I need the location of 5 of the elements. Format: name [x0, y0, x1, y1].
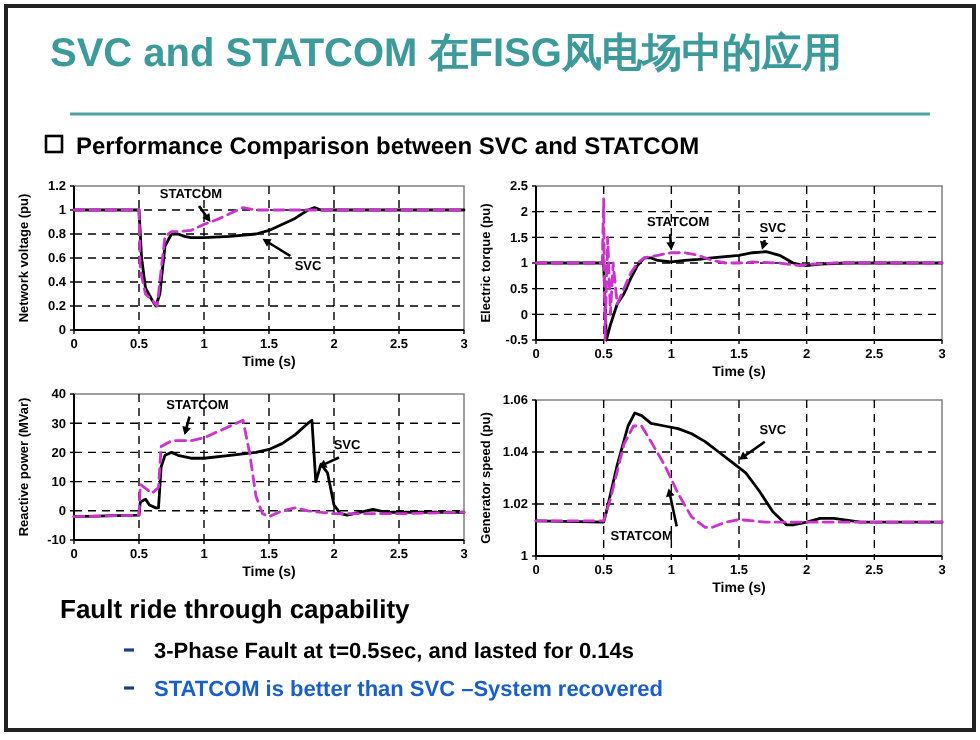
- text: 3-Phase Fault at t=0.5sec, and lasted for 0.14s: [154, 640, 634, 664]
- chart-title: SVC and STATCOM 在FISG风电场中的应用: [50, 30, 842, 76]
- text: STATCOM is better than SVC –System recovered: [154, 678, 663, 702]
- text: Fault ride through capability: [60, 594, 412, 624]
- chart-subtitle: Performance Comparison between SVC and STATCOM: [76, 132, 700, 160]
